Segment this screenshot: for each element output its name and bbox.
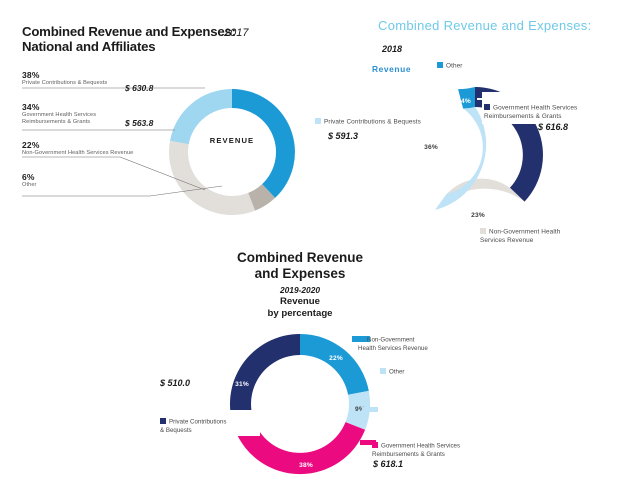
legend-item-other: Other [437, 62, 462, 71]
swatch-non-government-health-icon [358, 336, 364, 343]
legend-item-government-health: 34% Government Health Services Reimburse… [22, 102, 96, 127]
chart-2018-year: 2018 [382, 44, 403, 54]
chart-2017-title-line1: Combined Revenue and Expenses: [22, 24, 236, 39]
slice-other [458, 87, 475, 109]
swatch-other-icon [380, 368, 386, 374]
slice-private-contributions [232, 89, 295, 198]
legend-label: Non-Government Health Services Revenue [358, 336, 428, 353]
chart-2017-title-line2: National and Affiliates [22, 39, 156, 54]
legend-pct: 38% [22, 70, 40, 80]
legend-label: Non-Government Health Services Revenue [480, 228, 561, 244]
legend-label: Government Health Services Reimbursement… [484, 104, 578, 120]
slice-other [248, 184, 276, 211]
arc-pct-other: 4% [461, 98, 471, 105]
legend-label: Private Contributions & Bequests [324, 118, 421, 126]
slice-non-government-health [435, 178, 525, 210]
legend-item-non-government-health: 22% Non-Government Health Services Reven… [22, 140, 133, 157]
leader-line-4 [22, 185, 223, 197]
legend-value-private-contributions: $ 510.0 [160, 378, 191, 388]
chart-2017-year: 2017 [224, 27, 249, 39]
legend-label: Private Contributions & Bequests [160, 418, 227, 435]
legend-label: Private Contributions & Bequests [22, 80, 108, 86]
arc-pct-non-government-health: 22% [329, 355, 343, 362]
slice-government-health [170, 89, 232, 145]
chart-2017-center-label: REVENUE [209, 136, 255, 145]
slice-government-health [234, 422, 366, 475]
legend-pct: 6% [22, 172, 35, 182]
connector-other [362, 407, 378, 412]
legend-value-private-contributions: $ 630.8 [125, 83, 154, 93]
slice-private-contributions [229, 334, 300, 430]
leader-line-3 [22, 156, 206, 191]
swatch-other-icon [437, 62, 443, 68]
legend-value-private-contributions: $ 591.3 [328, 131, 359, 141]
legend-value-government-health: $ 563.8 [125, 118, 154, 128]
legend-item-government-health: Government Health Services Reimbursement… [482, 92, 632, 125]
swatch-government-health-icon [484, 103, 490, 110]
legend-item-government-health: Government Health Services Reimbursement… [372, 434, 492, 460]
chart-2019-2020-panel: Combined Revenue and Expenses 2019-2020 … [130, 244, 550, 504]
slice-non-government-health [169, 140, 256, 216]
legend-item-private-contributions: 38% Private Contributions & Bequests [22, 70, 107, 87]
legend-item-non-government-health: Non-Government Health Services Revenue [480, 219, 610, 245]
legend-value-government-health: $ 616.8 [538, 122, 569, 132]
chart-2017-title: Combined Revenue and Expenses: National … [22, 24, 272, 54]
chart-2019-2020-subtitle: Revenue by percentage [267, 296, 333, 319]
swatch-private-contributions-icon [315, 118, 321, 124]
slice-non-government-health [300, 334, 369, 395]
chart-2019-2020-donut: 22% 9% 38% 31% [222, 334, 378, 475]
legend-label: Government Health Services Reimbursement… [372, 442, 461, 459]
arc-pct-private-contributions: 36% [424, 144, 438, 151]
arc-pct-private-contributions: 31% [235, 381, 249, 388]
arc-pct-government-health: 37% [509, 156, 523, 163]
legend-item-private-contributions: Private Contributions & Bequests [315, 118, 470, 128]
legend-item-non-government-health: Non-Government Health Services Revenue [358, 328, 468, 354]
swatch-government-health-icon [372, 442, 378, 449]
legend-label: Non-Government Health Services Revenue [22, 150, 134, 156]
chart-2017-panel: Combined Revenue and Expenses: National … [0, 0, 330, 240]
legend-label: Government Health Services Reimbursement… [22, 112, 97, 126]
arc-pct-other: 9% [355, 406, 365, 413]
legend-value-government-health: $ 618.1 [373, 459, 404, 469]
legend-item-other: Other [380, 368, 404, 377]
swatch-non-government-health-icon [480, 227, 486, 234]
slice-other [345, 390, 371, 430]
slice-private-contributions [435, 89, 487, 210]
chart-2018-subtitle: Revenue [372, 64, 412, 74]
arc-pct-government-health: 38% [299, 462, 313, 469]
chart-2019-2020-years: 2019-2020 [279, 285, 321, 295]
legend-label: Other [389, 368, 405, 376]
legend-pct: 22% [22, 140, 40, 150]
legend-label: Other [22, 182, 37, 188]
legend-pct: 34% [22, 102, 40, 112]
chart-2019-2020-title: Combined Revenue and Expenses [236, 250, 364, 281]
chart-2018-panel: Combined Revenue and Expenses: 2018 Reve… [315, 0, 640, 250]
legend-item-other: 6% Other [22, 172, 37, 189]
chart-2018-title: Combined Revenue and Expenses: [378, 18, 592, 33]
arc-pct-non-government-health: 23% [471, 212, 485, 219]
chart-2017-donut [22, 87, 295, 216]
legend-label: Other [446, 62, 463, 70]
swatch-private-contributions-icon [160, 418, 166, 425]
legend-item-private-contributions: Private Contributions & Bequests [160, 410, 260, 436]
